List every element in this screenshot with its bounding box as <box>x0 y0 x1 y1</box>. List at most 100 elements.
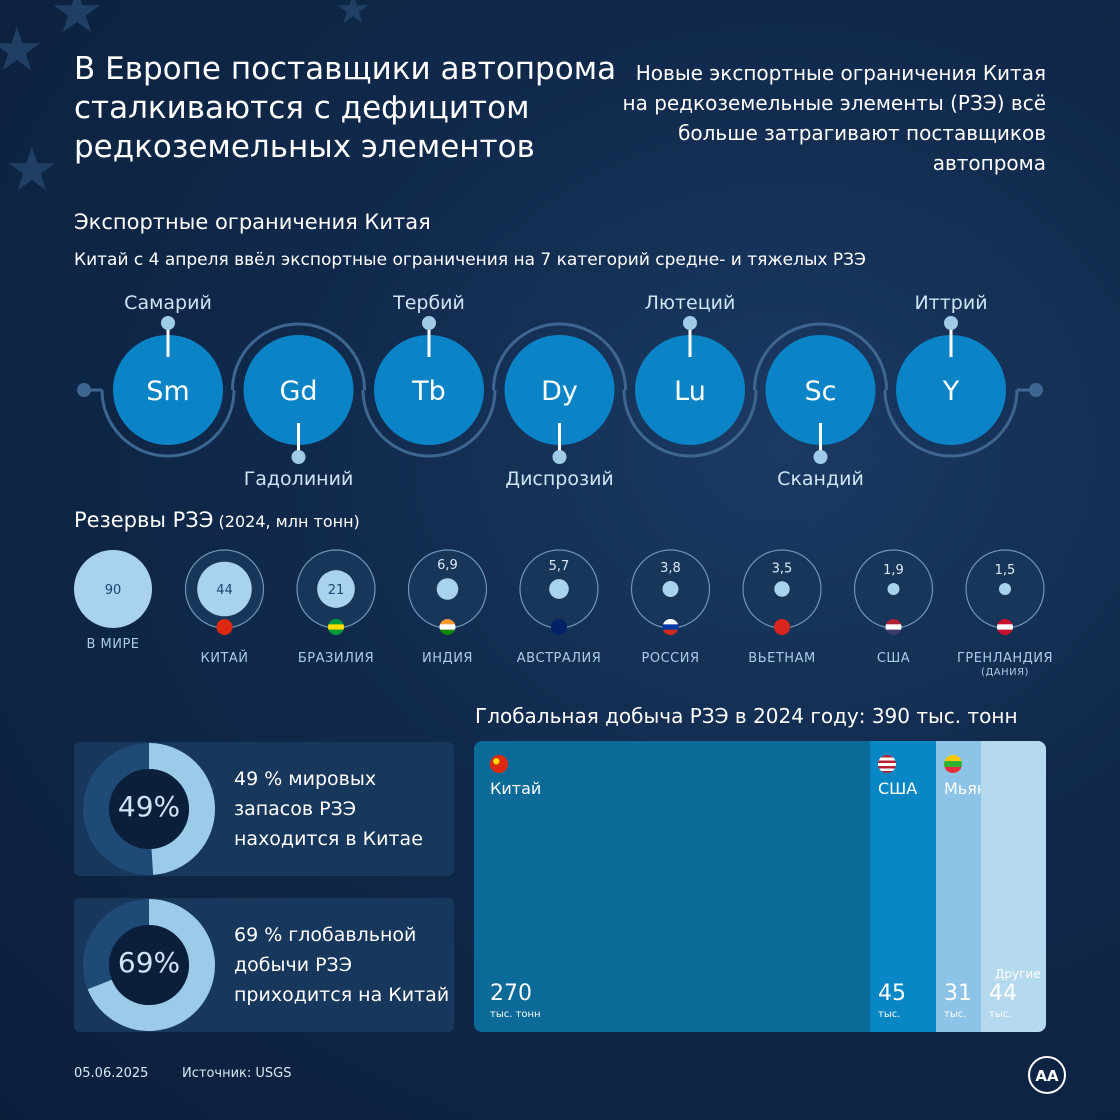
production-unit: тыс. тонн <box>490 1009 541 1020</box>
reserve-value: 3,5 <box>772 561 793 576</box>
production-unit: тыс. <box>878 1009 901 1020</box>
chain-end-dot <box>77 383 91 397</box>
russia-flag-icon <box>662 619 679 635</box>
element-name: Скандий <box>777 468 864 490</box>
reserve-value: 1,9 <box>883 563 904 578</box>
reserve-value: 3,8 <box>660 561 681 576</box>
anadolu-logo: AA <box>1028 1056 1066 1094</box>
production-country-label: США <box>878 779 918 798</box>
element-pin-dot <box>944 316 958 330</box>
element-pin-dot <box>422 316 436 330</box>
production-segment: Другие 44 тыс. <box>981 741 1046 1032</box>
element-name: Гадолиний <box>243 468 354 490</box>
production-donut <box>83 899 215 1031</box>
reserve-country-sublabel: (ДАНИЯ) <box>981 667 1029 678</box>
reserves-donut <box>83 743 215 875</box>
reserve-country-label: КИТАЙ <box>200 651 249 666</box>
chain-arc <box>492 322 627 391</box>
element-pin-dot <box>552 450 567 464</box>
reserves-chart: 90 44 21 6,9 5,7 3,8 3,5 1,9 1,5 <box>74 549 1045 635</box>
myanmar-flag-icon <box>944 755 962 773</box>
reserves-share-text: 49 % мировых запасов РЗЭ находится в Кит… <box>234 768 423 850</box>
usa-flag-icon <box>885 619 902 635</box>
production-country-label: Другие <box>995 967 1041 981</box>
background-star-icon: ★ <box>0 15 44 85</box>
element-circle-sc <box>765 335 876 445</box>
element-symbol: Sm <box>146 376 189 407</box>
chain-arc <box>231 322 366 391</box>
production-title: Глобальная добыча РЗЭ в 2024 году: 390 т… <box>475 704 1018 728</box>
element-circle-dy <box>504 335 615 445</box>
reserve-value: 21 <box>328 583 345 598</box>
production-unit: тыс. <box>989 1009 1012 1020</box>
reserves-heading: Резервы РЗЭ (2024, млн тонн) <box>74 508 360 532</box>
reserves-title: Резервы РЗЭ <box>74 508 214 532</box>
reserve-value: 5,7 <box>549 559 570 574</box>
chain-arc <box>361 389 497 458</box>
page-title: В Европе поставщики автопрома сталкивают… <box>74 51 617 165</box>
reserve-bubble <box>662 580 679 598</box>
india-flag-icon <box>439 619 456 635</box>
reserve-bubble <box>74 550 152 628</box>
element-symbol: Gd <box>279 376 317 407</box>
element-pin-dot <box>683 316 697 330</box>
element-name: Лютеций <box>644 292 736 314</box>
elements-chain: Sm Gd Tb Dy Lu Sc Y <box>77 316 1043 464</box>
element-symbol: Dy <box>541 376 578 407</box>
element-name: Самарий <box>124 292 212 314</box>
element-symbol: Tb <box>411 376 446 407</box>
reserve-country-label: ИНДИЯ <box>422 651 473 666</box>
reserve-country-label: АВСТРАЛИЯ <box>516 651 602 666</box>
element-symbol: Sc <box>805 376 837 407</box>
donut-hole <box>109 925 189 1005</box>
element-symbol: Lu <box>674 376 706 407</box>
background-star-icon: ★ <box>335 0 371 33</box>
chain-arc <box>883 389 1019 458</box>
vietnam-flag-icon <box>774 619 790 635</box>
denmark-flag-icon <box>997 619 1013 635</box>
production-segment: США 45 тыс. <box>870 741 936 1032</box>
element-name: Диспрозий <box>505 468 614 490</box>
reserve-value: 90 <box>105 583 122 598</box>
element-circle-gd <box>243 335 354 445</box>
intro-text: Новые экспортные ограничения Китая на ре… <box>622 61 1047 175</box>
production-treemap: Китай 270 тыс. тонн США 45 тыс. Мьянма 31 тыс. Др… <box>474 741 1046 1032</box>
element-pin-dot <box>813 450 828 464</box>
production-country-label: Китай <box>490 779 542 798</box>
element-pin-dot <box>291 450 306 464</box>
production-share-card: 69% 69 % глобавльной добычи РЗЭ приходит… <box>74 898 454 1032</box>
reserve-value: 44 <box>216 583 233 598</box>
donut-fill <box>87 899 215 1031</box>
element-circle-lu <box>635 335 745 445</box>
reserve-bubble <box>436 578 459 600</box>
reserves-unit: (2024, млн тонн) <box>218 512 360 531</box>
chain-end-dot <box>1029 383 1043 397</box>
production-share-text: 69 % глобавльной добычи РЗЭ приходится н… <box>234 924 450 1006</box>
donut-hole <box>109 769 189 849</box>
reserve-bubble <box>197 561 252 617</box>
reserve-value: 6,9 <box>437 558 458 573</box>
reserve-bubble <box>549 579 569 599</box>
china-flag-icon <box>490 755 508 773</box>
reserve-bubble <box>999 583 1011 595</box>
china-flag-icon <box>216 619 233 635</box>
usa-flag-icon <box>878 755 896 773</box>
element-name: Иттрий <box>914 292 988 314</box>
background-star-icon: ★ <box>50 0 104 47</box>
element-circle-tb <box>374 335 484 445</box>
production-value: 270 <box>490 981 532 1006</box>
element-circle-y <box>896 335 1006 445</box>
reserve-value: 1,5 <box>995 563 1016 578</box>
background-star-icon: ★ <box>5 135 59 205</box>
australia-flag-icon <box>551 619 567 635</box>
production-unit: тыс. <box>944 1009 967 1020</box>
production-share-percent: 69% <box>117 946 181 979</box>
reserve-country-label: В МИРЕ <box>86 637 140 652</box>
reserves-share-card: 49% 49 % мировых запасов РЗЭ находится в… <box>74 742 454 876</box>
production-value: 31 <box>944 981 972 1006</box>
chain-arc <box>622 389 758 458</box>
element-circle-sm <box>113 335 223 445</box>
reserves-share-percent: 49% <box>117 790 181 823</box>
production-value: 44 <box>989 981 1017 1006</box>
chain-arc <box>753 322 888 391</box>
